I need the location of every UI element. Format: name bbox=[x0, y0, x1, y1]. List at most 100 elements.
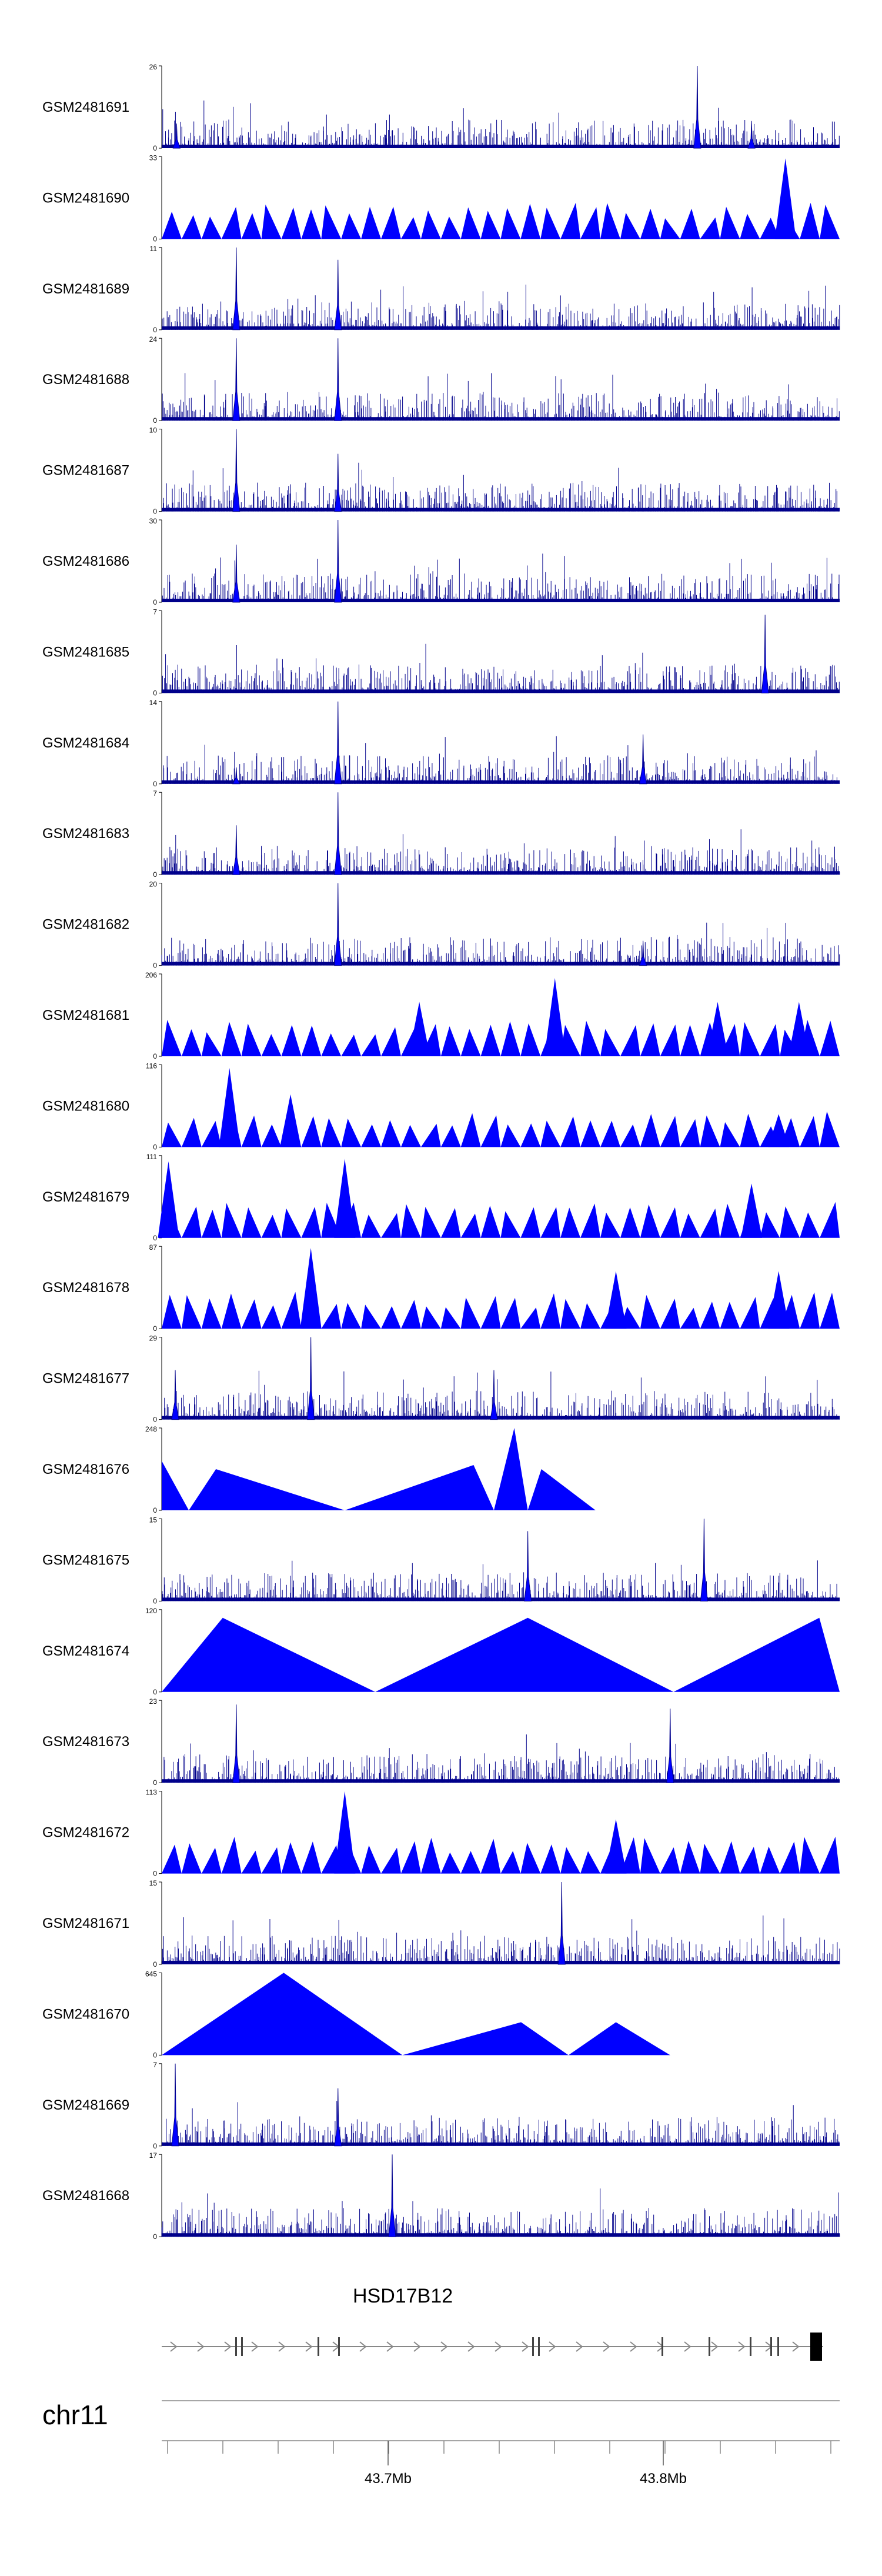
strand-arrow bbox=[467, 2341, 475, 2352]
signal-spikes bbox=[162, 736, 840, 784]
signal-spikes bbox=[162, 643, 840, 693]
track-label: GSM2481668 bbox=[42, 2188, 129, 2204]
y-axis-zero-label: 0 bbox=[153, 1870, 157, 1878]
track-label: GSM2481691 bbox=[42, 99, 129, 115]
signal-peak bbox=[544, 978, 566, 1056]
signal-peak bbox=[693, 65, 701, 149]
y-axis-max-label: 33 bbox=[149, 154, 158, 162]
strand-arrow bbox=[522, 2341, 529, 2352]
signal-peak bbox=[334, 338, 342, 421]
track-label: GSM2481688 bbox=[42, 372, 129, 388]
signal-area bbox=[162, 1617, 840, 1692]
y-axis-max-label: 87 bbox=[149, 1243, 158, 1252]
y-axis-zero-label: 0 bbox=[153, 1597, 157, 1605]
y-axis-zero-label: 0 bbox=[153, 1960, 157, 1968]
signal-baseline bbox=[162, 1597, 840, 1601]
y-axis-max-label: 7 bbox=[153, 608, 157, 616]
signal-peak bbox=[232, 338, 240, 421]
y-axis-zero-label: 0 bbox=[153, 326, 157, 334]
signal-area bbox=[162, 1111, 840, 1147]
signal-peak bbox=[334, 1159, 356, 1238]
track-GSM2481678: GSM2481678 87 0 bbox=[42, 1243, 840, 1333]
signal-peak bbox=[334, 2088, 342, 2147]
signal-spikes bbox=[162, 1370, 840, 1420]
y-axis-max-label: 17 bbox=[149, 2151, 158, 2160]
signal-baseline bbox=[162, 962, 840, 966]
strand-arrow bbox=[386, 2341, 394, 2352]
signal-peak bbox=[307, 1337, 315, 1420]
signal-peak bbox=[232, 767, 240, 785]
signal-peak bbox=[300, 1248, 322, 1329]
exon bbox=[538, 2337, 540, 2356]
gene-label: HSD17B12 bbox=[353, 2285, 453, 2307]
signal-area bbox=[162, 1020, 840, 1056]
signal-area bbox=[162, 202, 840, 239]
exon bbox=[810, 2333, 822, 2361]
strand-arrow bbox=[711, 2341, 719, 2352]
strand-arrow bbox=[251, 2341, 259, 2352]
y-axis-zero-label: 0 bbox=[153, 598, 157, 606]
signal-peak bbox=[171, 2063, 179, 2147]
signal-peak bbox=[666, 1709, 674, 1783]
track-GSM2481677: GSM2481677 29 0 bbox=[42, 1334, 840, 1424]
track-GSM2481674: GSM2481674 120 0 bbox=[42, 1607, 840, 1696]
y-axis-zero-label: 0 bbox=[153, 2051, 157, 2059]
y-axis-zero-label: 0 bbox=[153, 689, 157, 697]
signal-spikes bbox=[162, 462, 839, 512]
strand-arrow bbox=[549, 2341, 556, 2352]
signal-baseline bbox=[162, 1416, 840, 1420]
track-label: GSM2481682 bbox=[42, 917, 129, 933]
signal-peak bbox=[232, 825, 240, 875]
track-label: GSM2481686 bbox=[42, 553, 129, 569]
track-GSM2481681: GSM2481681 206 0 bbox=[42, 971, 840, 1060]
track-GSM2481686: GSM2481686 30 0 bbox=[42, 517, 840, 606]
y-axis-max-label: 29 bbox=[149, 1334, 158, 1343]
strand-arrow bbox=[440, 2341, 448, 2352]
y-axis-max-label: 7 bbox=[153, 789, 157, 798]
track-GSM2481675: GSM2481675 15 0 bbox=[42, 1516, 840, 1605]
track-label: GSM2481677 bbox=[42, 1371, 129, 1387]
track-GSM2481691: GSM2481691 26 0 bbox=[42, 63, 840, 152]
signal-peak bbox=[707, 1002, 729, 1056]
track-label: GSM2481672 bbox=[42, 1825, 129, 1841]
signal-peak bbox=[605, 1271, 627, 1329]
y-axis-zero-label: 0 bbox=[153, 416, 157, 425]
y-axis-zero-label: 0 bbox=[153, 1143, 157, 1151]
y-axis-zero-label: 0 bbox=[153, 1688, 157, 1696]
track-label: GSM2481685 bbox=[42, 644, 129, 660]
signal-spikes bbox=[162, 284, 840, 330]
y-axis-max-label: 10 bbox=[149, 426, 158, 435]
signal-peak bbox=[334, 701, 342, 785]
signal-peak bbox=[639, 940, 647, 966]
track-GSM2481687: GSM2481687 10 0 bbox=[42, 426, 840, 516]
y-axis-max-label: 645 bbox=[145, 1970, 157, 1978]
exon bbox=[770, 2337, 772, 2356]
signal-peak bbox=[232, 247, 240, 331]
signal-peak bbox=[388, 2154, 396, 2237]
y-axis-zero-label: 0 bbox=[153, 1416, 157, 1424]
signal-peak bbox=[639, 734, 647, 785]
y-axis-zero-label: 0 bbox=[153, 1778, 157, 1787]
track-GSM2481670: GSM2481670 645 0 bbox=[42, 1970, 670, 2059]
y-axis-max-label: 248 bbox=[145, 1425, 157, 1433]
signal-peak bbox=[334, 883, 342, 966]
signal-peak bbox=[334, 259, 342, 331]
signal-peak bbox=[171, 1370, 179, 1420]
track-GSM2481683: GSM2481683 7 0 bbox=[42, 789, 840, 879]
track-label: GSM2481676 bbox=[42, 1461, 129, 1477]
y-axis-zero-label: 0 bbox=[153, 962, 157, 970]
track-GSM2481682: GSM2481682 20 0 bbox=[42, 880, 840, 970]
gene-track: HSD17B12 bbox=[162, 2285, 823, 2361]
y-axis-max-label: 15 bbox=[149, 1516, 158, 1524]
signal-spikes bbox=[162, 100, 840, 148]
signal-area bbox=[162, 1292, 840, 1329]
strand-arrow bbox=[224, 2341, 232, 2352]
track-label: GSM2481689 bbox=[42, 281, 129, 297]
signal-spikes bbox=[161, 2188, 840, 2237]
signal-spikes bbox=[162, 829, 840, 875]
signal-peak bbox=[280, 1094, 302, 1147]
exon bbox=[318, 2337, 319, 2356]
signal-spikes bbox=[162, 1915, 840, 1964]
signal-baseline bbox=[162, 508, 840, 512]
track-label: GSM2481674 bbox=[42, 1643, 129, 1659]
